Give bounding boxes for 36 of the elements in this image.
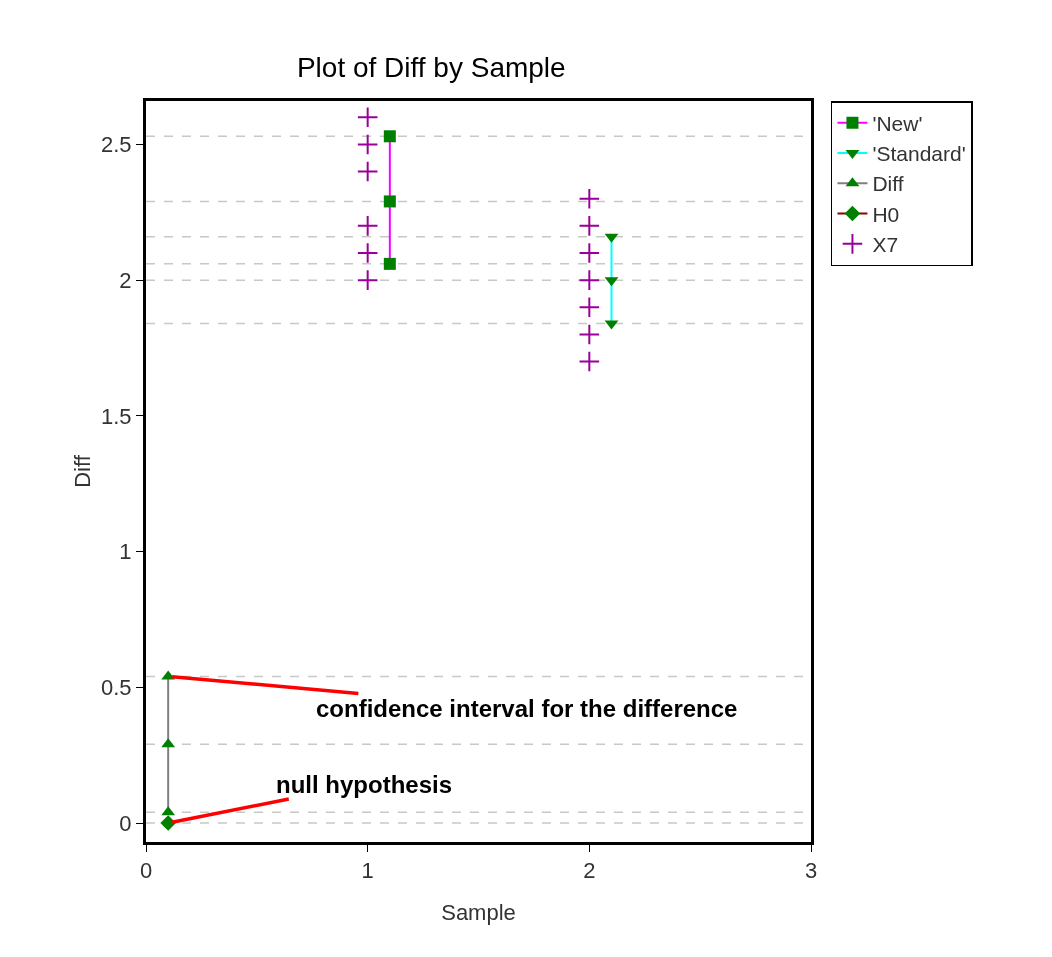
y-axis-title: Diff [70, 454, 95, 488]
y-tick-label: 2.5 [101, 132, 132, 158]
point [578, 269, 601, 291]
point [578, 242, 601, 264]
point [356, 269, 379, 291]
point [383, 130, 396, 143]
point [356, 215, 379, 237]
y-tick-label: 1.5 [101, 403, 132, 429]
x-tick-label: 2 [583, 858, 596, 884]
point [578, 215, 601, 237]
y-tick-label: 0.5 [101, 674, 132, 700]
point [383, 257, 396, 270]
annotation: null hypothesis [276, 771, 453, 798]
legend-label: 'New' [872, 111, 923, 135]
annotation: confidence interval for the difference [316, 695, 738, 722]
y-tick-label: 1 [119, 539, 132, 565]
point [356, 133, 379, 156]
point [578, 296, 601, 319]
point [578, 323, 601, 346]
legend-label: H0 [872, 202, 900, 226]
point [356, 242, 379, 264]
legend-label: X7 [872, 233, 899, 257]
x-axis-title: Sample [441, 900, 516, 925]
x-tick-label: 0 [139, 858, 153, 884]
point [356, 106, 379, 129]
point [356, 160, 379, 183]
point [578, 350, 601, 373]
chart-title: Plot of Diff by Sample [296, 51, 566, 83]
x-tick-label: 3 [804, 858, 818, 884]
legend-label: Diff [872, 172, 904, 196]
y-tick-label: 2 [119, 267, 132, 293]
y-tick-label: 0 [119, 810, 132, 836]
x-tick-label: 1 [361, 858, 374, 884]
point [578, 187, 601, 210]
point [383, 195, 396, 208]
legend-label: 'Standard' [872, 142, 966, 166]
